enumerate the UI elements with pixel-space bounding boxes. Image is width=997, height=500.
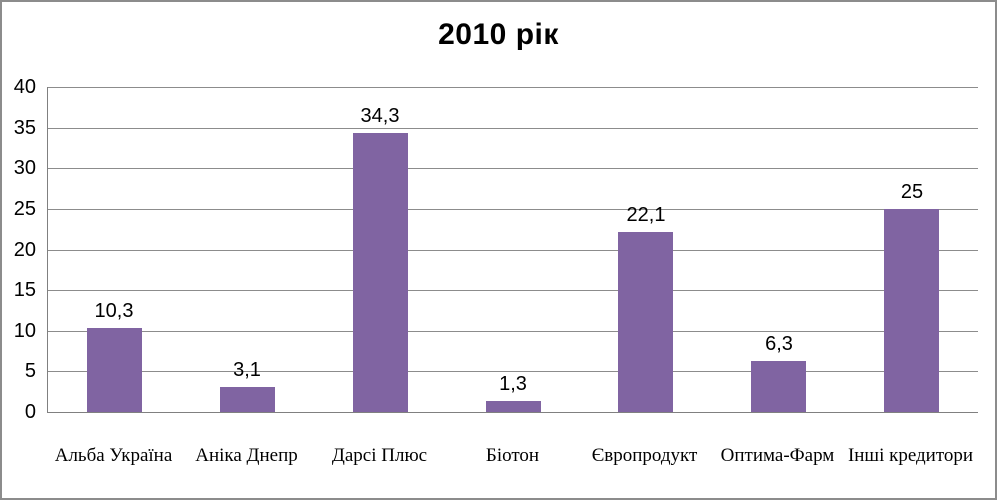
bar-value-label: 25 [900,181,924,203]
x-category-label: Інші кредитори [847,445,974,466]
gridline [48,168,978,169]
y-tick-label: 15 [13,279,36,301]
bar-3 [353,133,408,412]
y-tick-label: 0 [24,401,36,423]
bar-value-label: 3,1 [233,359,261,381]
bar-7 [884,209,939,412]
gridline [48,128,978,129]
x-category-label: Дарсі Плюс [331,445,428,466]
bar-2 [220,387,275,412]
y-tick-label: 30 [13,157,36,179]
plot-area: 10,3 3,1 34,3 1,3 22,1 6,3 25 [47,87,978,413]
y-tick-label: 10 [13,320,36,342]
x-category-label: Оптима-Фарм [720,445,835,466]
bar-value-label: 1,3 [499,373,527,395]
gridline [48,290,978,291]
bar-value-label: 34,3 [360,105,400,127]
gridline [48,331,978,332]
y-tick-label: 5 [24,360,36,382]
x-category-label: Європродукт [591,445,698,466]
gridline [48,250,978,251]
x-category-label: Альба Україна [54,445,173,466]
gridline [48,87,978,88]
y-tick-label: 35 [13,117,36,139]
bar-6 [751,361,806,412]
gridline [48,371,978,372]
chart-title: 2010 рік [438,18,559,51]
y-tick-label: 25 [13,198,36,220]
y-tick-label: 40 [13,76,36,98]
bar-5 [618,232,673,412]
bar-1 [87,328,142,412]
bar-value-label: 6,3 [765,333,793,355]
y-tick-label: 20 [13,239,36,261]
bar-4 [486,401,541,412]
x-category-label: Аніка Днепр [195,445,298,466]
bar-value-label: 22,1 [626,204,666,226]
gridline [48,209,978,210]
x-category-label: Біотон [485,445,540,466]
bar-value-label: 10,3 [94,300,134,322]
